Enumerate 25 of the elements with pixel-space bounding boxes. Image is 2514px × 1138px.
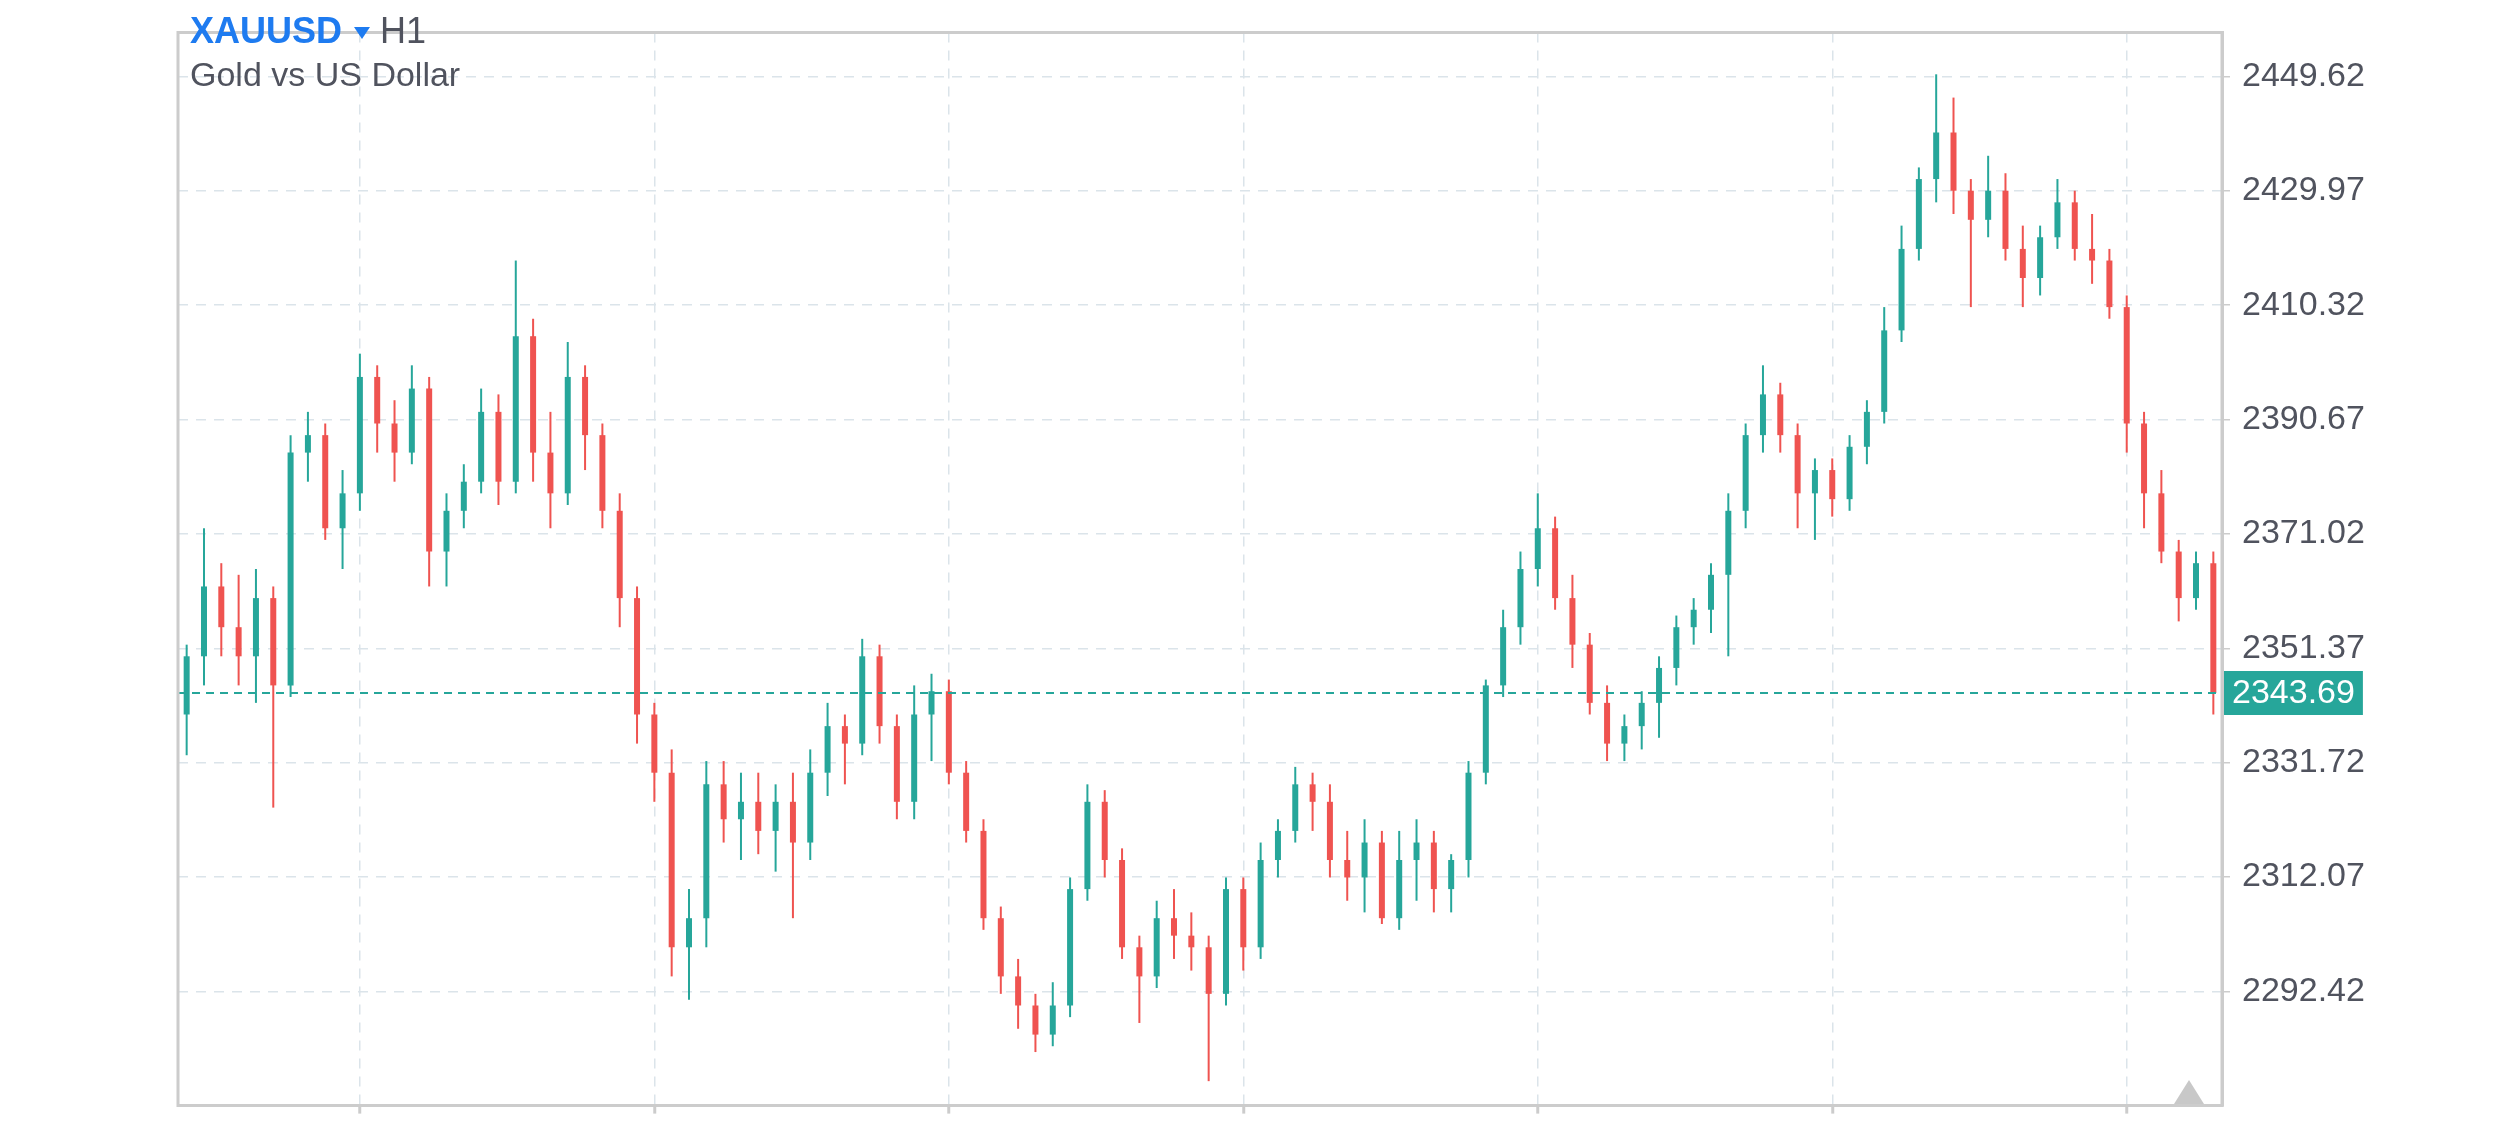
candlestick bbox=[1413, 818, 1420, 902]
y-tick-label: 2449.62 bbox=[2242, 54, 2365, 93]
y-tick-label: 2292.42 bbox=[2242, 969, 2365, 1008]
ref-line-label: 2343.69 bbox=[2232, 672, 2355, 711]
candlestick bbox=[1344, 829, 1351, 902]
annotation: H1 bbox=[380, 10, 427, 51]
y-tick-label: 2331.72 bbox=[2242, 741, 2365, 780]
candlestick bbox=[841, 713, 848, 786]
text: Gold vs US Dollar bbox=[190, 54, 461, 95]
y-tick-label: 2410.32 bbox=[2242, 283, 2365, 322]
y-tick-label: 2390.67 bbox=[2242, 397, 2365, 436]
candlestick bbox=[1309, 771, 1316, 832]
chart-title: XAUUSD bbox=[190, 10, 343, 51]
y-tick-label: 2429.97 bbox=[2242, 169, 2365, 208]
candlestick bbox=[2089, 212, 2096, 285]
y-tick-label: 2371.02 bbox=[2242, 512, 2365, 551]
y-tick-label: 2351.37 bbox=[2242, 626, 2365, 665]
candlestick bbox=[304, 410, 311, 483]
candlestick bbox=[1621, 713, 1628, 763]
y-tick-label: 2312.07 bbox=[2242, 855, 2365, 894]
candlestick bbox=[1690, 597, 1697, 646]
candlestick bbox=[737, 771, 744, 861]
candlestick bbox=[1811, 457, 1818, 541]
candlestick bbox=[1188, 911, 1195, 972]
candlestick bbox=[1171, 888, 1178, 960]
